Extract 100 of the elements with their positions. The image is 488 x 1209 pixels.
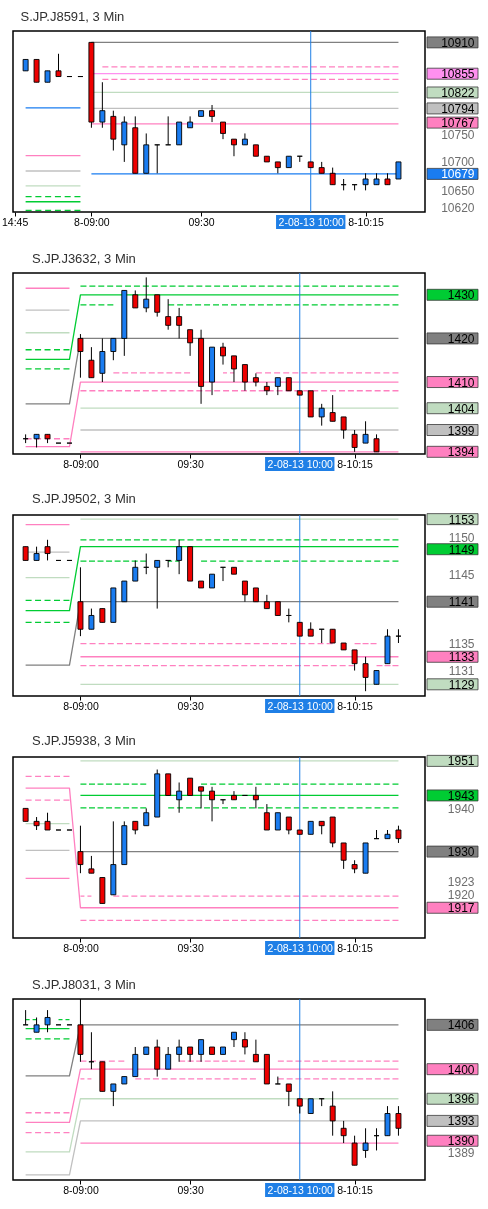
candlestick xyxy=(384,1105,391,1137)
y-tick-label: 10750 xyxy=(441,128,475,143)
candlestick xyxy=(340,416,347,440)
x-tick-label: 8-09:00 xyxy=(63,457,99,470)
y-tick-label: 10700 xyxy=(441,155,475,170)
y-tick-label: 1917 xyxy=(447,901,475,916)
y-tick-label: 1389 xyxy=(447,1146,475,1161)
candlestick xyxy=(88,608,95,630)
candlestick xyxy=(362,420,369,444)
candlestick xyxy=(198,786,205,809)
candlestick xyxy=(263,803,270,831)
candlestick xyxy=(187,329,194,357)
x-tick-label: 8-09:00 xyxy=(63,941,99,954)
candlestick xyxy=(176,121,183,146)
y-tick-label: 1404 xyxy=(447,401,475,416)
candlestick xyxy=(154,559,161,610)
x-tick-label: 8-10:15 xyxy=(348,215,385,228)
candlestick xyxy=(121,580,128,603)
candlestick xyxy=(55,53,62,78)
y-tick-label: 1406 xyxy=(447,1018,475,1033)
candlestick xyxy=(362,656,369,692)
candlestick xyxy=(165,1046,172,1070)
candlestick xyxy=(22,1009,29,1026)
candlestick xyxy=(176,539,183,575)
candlestick xyxy=(351,649,358,672)
candlestick xyxy=(241,580,248,603)
y-tick-label: 10855 xyxy=(441,67,475,82)
x-tick-label: 8-10:15 xyxy=(337,699,374,712)
y-tick-label: 1133 xyxy=(448,650,475,665)
candlestick xyxy=(220,342,226,366)
y-tick-label: 10679 xyxy=(441,167,475,182)
candlestick xyxy=(88,346,95,379)
y-tick-label: 1410 xyxy=(447,375,475,390)
candlestick xyxy=(77,825,84,874)
y-tick-label: 1930 xyxy=(447,845,475,860)
candlestick xyxy=(209,786,215,822)
candlestick xyxy=(33,58,40,83)
candlestick xyxy=(329,394,336,422)
candlestick xyxy=(241,1031,248,1055)
candlestick xyxy=(241,364,248,392)
y-tick-label: 1394 xyxy=(447,445,475,460)
x-tick-label: 2-08-13 10:00 xyxy=(267,1183,334,1196)
candlestick xyxy=(252,786,259,809)
candlestick xyxy=(318,403,325,427)
y-tick-label: 10822 xyxy=(441,85,475,100)
x-tick-label: 09:30 xyxy=(177,941,204,954)
candlestick xyxy=(132,559,139,582)
y-tick-label: 1131 xyxy=(448,664,475,679)
candlestick xyxy=(395,1105,402,1137)
y-tick-label: 1940 xyxy=(447,801,475,816)
x-tick-label: 14:45 xyxy=(2,215,29,228)
chart-title: S.JP.J8031, 3 Min xyxy=(32,977,136,992)
candlestick xyxy=(285,1083,292,1107)
candlestick xyxy=(176,781,183,814)
candlestick xyxy=(99,81,106,129)
candlestick xyxy=(143,276,150,313)
y-tick-label: 1149 xyxy=(448,542,475,557)
candlestick xyxy=(187,115,194,129)
candlestick xyxy=(198,1039,205,1063)
y-tick-label: 1943 xyxy=(447,788,475,803)
y-tick-label: 1923 xyxy=(447,875,475,890)
candlestick xyxy=(44,539,51,561)
y-tick-label: 1150 xyxy=(448,530,475,545)
candlestick xyxy=(110,1083,117,1107)
x-tick-label: 2-08-13 10:00 xyxy=(267,941,334,954)
y-tick-label: 1420 xyxy=(447,331,475,346)
candlestick xyxy=(165,298,172,331)
candlestick xyxy=(263,381,270,396)
candlestick xyxy=(231,138,237,157)
y-tick-label: 10650 xyxy=(441,183,475,198)
candlestick xyxy=(154,294,161,318)
candlestick xyxy=(252,372,259,387)
y-tick-label: 1951 xyxy=(447,754,475,769)
y-tick-label: 1129 xyxy=(448,677,475,692)
x-tick-label: 8-09:00 xyxy=(63,1183,99,1196)
y-tick-label: 1400 xyxy=(447,1062,475,1077)
candlestick xyxy=(132,1046,139,1078)
y-tick-label: 1141 xyxy=(448,595,475,610)
y-tick-label: 10620 xyxy=(441,200,475,215)
y-tick-label: 10910 xyxy=(441,35,475,50)
y-tick-label: 1145 xyxy=(448,567,475,582)
x-tick-label: 2-08-13 10:00 xyxy=(267,699,334,712)
y-tick-label: 1430 xyxy=(447,288,475,303)
candlestick xyxy=(154,1039,161,1078)
candlestick xyxy=(252,1039,259,1063)
chart-title: S.JP.J9502, 3 Min xyxy=(32,491,136,507)
candlestick xyxy=(110,110,117,152)
x-tick-label: 2-08-13 10:00 xyxy=(278,215,345,228)
x-tick-label: 8-10:15 xyxy=(337,1183,374,1196)
candlestick xyxy=(241,132,248,146)
x-tick-label: 09:30 xyxy=(188,215,215,228)
candlestick xyxy=(329,1090,336,1137)
chart-title: S.JP.J8591, 3 Min xyxy=(20,9,125,24)
y-tick-label: 1390 xyxy=(447,1134,475,1149)
candlestick xyxy=(231,355,237,383)
candlestick xyxy=(121,115,128,163)
y-tick-label: 10794 xyxy=(441,101,475,116)
candlestick xyxy=(176,1039,183,1063)
y-tick-label: 1920 xyxy=(447,888,475,903)
candlestick xyxy=(110,337,117,361)
